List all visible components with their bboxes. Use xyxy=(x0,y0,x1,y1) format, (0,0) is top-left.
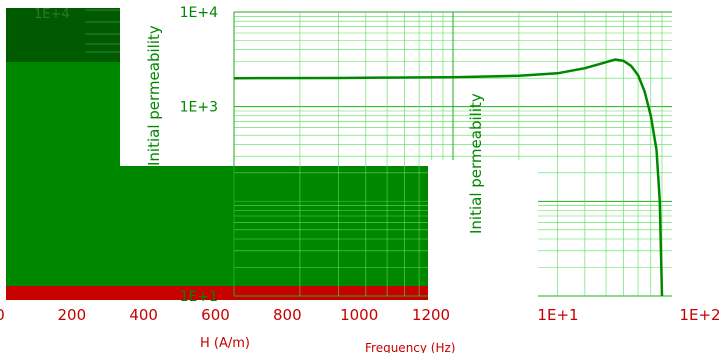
right-chart: 1E+1 1E+2 1E+3 1E+4 1E+1 1E+2 Initial permea… xyxy=(145,5,719,355)
y-axis-label: Initial permeability xyxy=(145,25,163,166)
y-tick-label: 1E+3 xyxy=(180,100,218,116)
left-y-tick-label: 1E+4 xyxy=(34,7,70,22)
x-axis-label: Frequency (Hz) xyxy=(365,341,456,353)
left-x-tick-label: 600 xyxy=(201,306,230,324)
left-panel-top-dark xyxy=(6,8,120,62)
left-x-tick-label: 0 xyxy=(0,306,5,324)
y-axis-label-repeat: Initial permeability xyxy=(467,93,485,234)
left-chart: 1E+4 0 200 400 600 800 1000 1200 H (A/m) xyxy=(0,7,450,351)
left-x-tick-label: 400 xyxy=(129,306,158,324)
permeability-curve xyxy=(233,58,664,297)
left-x-tick-label: 800 xyxy=(273,306,302,324)
y-tick-label: 1E+1 xyxy=(180,289,218,305)
y-tick-labels: 1E+1 1E+2 1E+3 1E+4 xyxy=(180,5,218,305)
x-tick-label: 1E+1 xyxy=(537,306,578,324)
left-panel-lower xyxy=(6,200,442,286)
left-x-tick-label: 1200 xyxy=(412,306,450,324)
left-x-tick-label: 1000 xyxy=(340,306,378,324)
x-tick-labels: 1E+1 1E+2 xyxy=(537,306,719,324)
left-panel-body xyxy=(6,62,120,166)
left-panel-red-strip xyxy=(6,286,442,300)
left-x-tick-labels: 0 200 400 600 800 1000 1200 xyxy=(0,306,450,324)
left-panel-band xyxy=(6,166,428,200)
y-tick-label: 1E+4 xyxy=(180,5,218,21)
right-chart-background-block xyxy=(428,160,538,300)
left-x-tick-label: 200 xyxy=(58,306,87,324)
x-tick-label: 1E+2 xyxy=(679,306,719,324)
left-panel-grid xyxy=(85,9,120,53)
left-x-axis-label: H (A/m) xyxy=(200,336,250,351)
y-tick-label: 1E+2 xyxy=(180,194,218,210)
